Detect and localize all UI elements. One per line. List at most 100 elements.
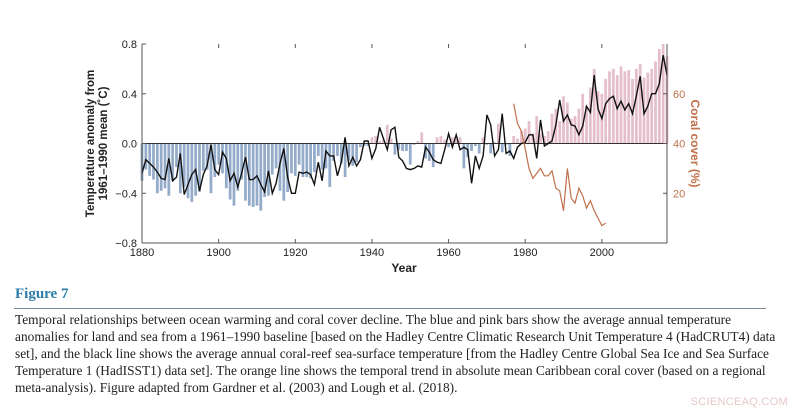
anomaly-bar-1963 <box>458 137 462 144</box>
anomaly-bar-1950 <box>408 143 412 165</box>
anomaly-bar-1892 <box>186 143 190 199</box>
temperature-anomaly-bars <box>140 44 669 211</box>
y-tick-label: 0.8 <box>122 39 137 51</box>
anomaly-bar-1895 <box>198 143 201 193</box>
anomaly-bar-1932 <box>339 143 343 164</box>
anomaly-bar-1996 <box>585 106 588 144</box>
anomaly-bar-1889 <box>175 143 178 168</box>
anomaly-bar-1926 <box>316 143 320 156</box>
anomaly-bar-1934 <box>347 143 351 161</box>
anomaly-bar-1918 <box>286 143 289 193</box>
anomaly-bar-1952 <box>416 141 420 144</box>
anomaly-bar-1984 <box>539 133 542 144</box>
y-tick-label: 0.4 <box>122 89 137 101</box>
anomaly-bar-1893 <box>190 143 194 202</box>
x-tick-label: 2000 <box>590 247 614 259</box>
anomaly-bar-1958 <box>439 136 443 144</box>
anomaly-bar-1993 <box>573 116 577 144</box>
y-tick-label: −0.8 <box>115 238 137 250</box>
anomaly-bar-1902 <box>224 143 228 189</box>
anomaly-bar-2010 <box>638 63 642 144</box>
anomaly-bar-1881 <box>144 143 148 170</box>
anomaly-bar-1998 <box>592 68 596 144</box>
anomaly-bar-1999 <box>596 91 600 144</box>
anomaly-bar-2003 <box>611 68 615 144</box>
y-axis-title: Temperature anomaly from 1961–1990 mean … <box>85 70 110 217</box>
y-axis-title-line-2: 1961–1990 mean (˚C) <box>98 86 110 200</box>
anomaly-bar-1898 <box>209 143 213 194</box>
anomaly-bar-1962 <box>454 139 458 144</box>
y2-axis-title: Coral cover (%) <box>688 99 702 187</box>
anomaly-bar-1997 <box>588 87 592 144</box>
anomaly-bar-2001 <box>604 78 608 144</box>
anomaly-bar-1971 <box>489 143 493 154</box>
anomaly-bar-1885 <box>159 143 163 191</box>
y2-tick-label: 40 <box>673 139 685 151</box>
temperature-coral-chart: 1880 1900 1920 1940 1960 1980 2000 0.8 0.4 0.0 −0… <box>85 39 702 275</box>
figure-label: Figure 7 <box>15 286 69 302</box>
y2-tick-label: 60 <box>673 89 685 101</box>
figure-caption: Temporal relationships between ocean war… <box>15 312 776 396</box>
anomaly-bar-1927 <box>320 143 324 170</box>
y2-axis-ticks: 60 40 20 <box>663 89 685 200</box>
anomaly-bar-1887 <box>167 143 171 196</box>
anomaly-bar-1940 <box>370 137 374 144</box>
anomaly-bar-2006 <box>623 71 627 144</box>
anomaly-bar-1960 <box>447 143 450 148</box>
anomaly-bar-2007 <box>627 70 631 144</box>
anomaly-bar-1970 <box>485 143 489 145</box>
anomaly-bar-1994 <box>577 108 581 144</box>
anomaly-bar-1891 <box>182 143 186 188</box>
anomaly-bar-1979 <box>520 131 523 144</box>
anomaly-bar-1972 <box>493 142 496 144</box>
anomaly-bar-1938 <box>362 143 366 146</box>
anomaly-bar-1987 <box>550 113 554 144</box>
anomaly-bar-1953 <box>420 132 424 144</box>
x-tick-label: 1900 <box>206 247 230 259</box>
anomaly-bar-1890 <box>178 143 182 194</box>
anomaly-bar-1973 <box>497 123 500 144</box>
anomaly-bar-1949 <box>405 143 408 151</box>
anomaly-bar-1919 <box>290 143 293 174</box>
anomaly-bar-1959 <box>443 139 447 144</box>
anomaly-bar-1941 <box>374 136 378 144</box>
anomaly-bar-1954 <box>424 143 427 159</box>
y-tick-label: 0.0 <box>122 139 137 151</box>
anomaly-bar-1986 <box>546 131 550 144</box>
x-tick-label: 1880 <box>130 247 154 259</box>
anomaly-bar-1917 <box>282 143 286 201</box>
anomaly-bar-1886 <box>163 143 167 189</box>
anomaly-bar-1935 <box>351 143 355 166</box>
anomaly-bar-1920 <box>293 143 297 176</box>
anomaly-bar-1923 <box>305 143 309 178</box>
anomaly-bar-2015 <box>657 48 661 144</box>
anomaly-bar-1925 <box>313 143 316 173</box>
anomaly-bar-1900 <box>217 143 221 165</box>
anomaly-bar-1978 <box>516 138 519 144</box>
caption-divider <box>14 308 766 309</box>
anomaly-bar-1936 <box>355 143 358 163</box>
anomaly-bar-1914 <box>270 143 274 175</box>
x-tick-label: 1940 <box>360 247 384 259</box>
anomaly-bar-1908 <box>247 143 251 206</box>
anomaly-bar-1975 <box>504 143 508 145</box>
anomaly-bar-1882 <box>148 143 152 176</box>
anomaly-bar-1906 <box>240 143 244 180</box>
anomaly-bar-1896 <box>201 143 205 171</box>
anomaly-bar-1907 <box>244 143 247 201</box>
anomaly-bar-1924 <box>309 143 312 179</box>
anomaly-bar-1981 <box>527 121 531 144</box>
sst-line <box>141 55 668 196</box>
anomaly-bar-2009 <box>634 68 638 144</box>
watermark: SCIENCEAQ.COM <box>690 396 788 408</box>
anomaly-bar-2014 <box>654 61 657 144</box>
anomaly-bar-1946 <box>393 143 397 155</box>
anomaly-bar-1910 <box>255 143 259 206</box>
anomaly-bar-1884 <box>155 143 159 194</box>
anomaly-bar-1909 <box>251 143 255 207</box>
anomaly-bar-1947 <box>397 143 401 150</box>
anomaly-bar-1939 <box>366 143 370 146</box>
anomaly-bar-1957 <box>435 137 439 144</box>
anomaly-bar-1903 <box>228 143 232 200</box>
anomaly-bar-1951 <box>412 143 416 145</box>
